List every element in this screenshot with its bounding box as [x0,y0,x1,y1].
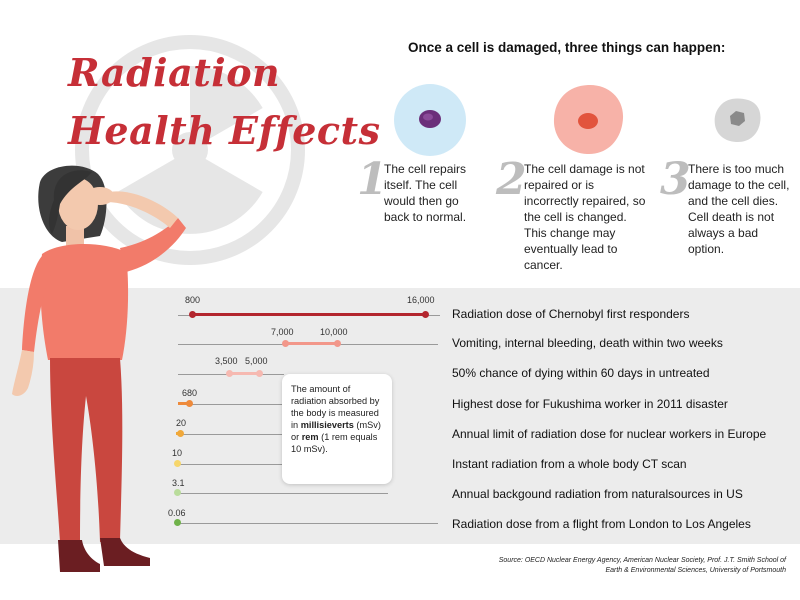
dose-value: 3.1 [172,478,185,488]
dose-range-bar [229,372,259,375]
dose-range-bar [192,313,425,316]
dose-label: Annual backgound radiation from naturals… [452,487,743,501]
dose-value: 20 [176,418,187,428]
dose-label: Instant radiation from a whole body CT s… [452,457,687,471]
dose-value: 0.06 [168,508,186,518]
dose-dot [256,370,263,377]
dose-value-low: 800 [185,295,201,305]
dose-axis-rule [178,434,284,435]
outcome-1-number: 1 [357,154,388,205]
title-line-2: Health Effects [68,108,381,153]
callout-text: The amount of radiation absorbed by the … [291,384,380,430]
healthy-cell-icon [394,84,466,156]
dose-label: Vomiting, internal bleeding, death withi… [452,336,723,350]
dead-cell-icon [714,98,761,142]
outcome-1-text: The cell repairs itself. The cell would … [384,162,467,224]
intro-heading: Once a cell is damaged, three things can… [408,40,726,55]
dose-dot [422,311,429,318]
dose-band [0,288,800,544]
dose-range-bar [178,402,190,405]
callout-text: (mSv) or [291,420,381,442]
dose-dot [177,430,184,437]
changed-cell-icon [553,84,624,155]
dose-label: Annual limit of radiation dose for nucle… [452,427,767,441]
dose-value-high: 10,000 [320,327,348,337]
dose-label: Highest dose for Fukushima worker in 201… [452,397,728,411]
dose-value-low: 7,000 [271,327,294,337]
outcome-2-number: 2 [496,154,527,205]
title-line-1: Radiation [68,50,281,95]
outcome-2-text: The cell damage is not repaired or is in… [524,162,646,272]
dose-range-bar [285,342,337,345]
dose-label: 50% chance of dying within 60 days in un… [452,366,710,380]
outcome-3-number: 3 [660,154,691,205]
callout-unit-mSv: millisieverts [300,420,354,430]
dose-dot [189,311,196,318]
dose-dot [174,460,181,467]
dose-value-high: 16,000 [407,295,435,305]
callout-text: (1 rem equals 10 mSv). [291,432,378,454]
dose-dot [174,489,181,496]
unit-callout: The amount of radiation absorbed by the … [282,374,392,484]
dose-dot [334,340,341,347]
dose-dot [186,400,193,407]
dose-axis-rule [178,464,284,465]
dose-value: 10 [172,448,183,458]
dose-axis-rule [178,404,284,405]
woman-illustration [12,165,186,572]
dose-dot [174,519,181,526]
source-note: Source: OECD Nuclear Energy Agency, Amer… [498,557,786,574]
dose-label: Radiation dose of Chernobyl first respon… [452,307,690,321]
dose-label: Radiation dose from a flight from London… [452,517,751,531]
callout-unit-rem: rem [301,432,319,442]
dose-dot [282,340,289,347]
dose-value-high: 5,000 [245,356,268,366]
dose-value: 680 [182,388,198,398]
dose-axis-rule [178,493,388,494]
dose-dot [226,370,233,377]
outcome-3-text: There is too much damage to the cell, an… [688,162,790,256]
dose-axis-rule [178,523,438,524]
dose-value-low: 3,500 [215,356,238,366]
